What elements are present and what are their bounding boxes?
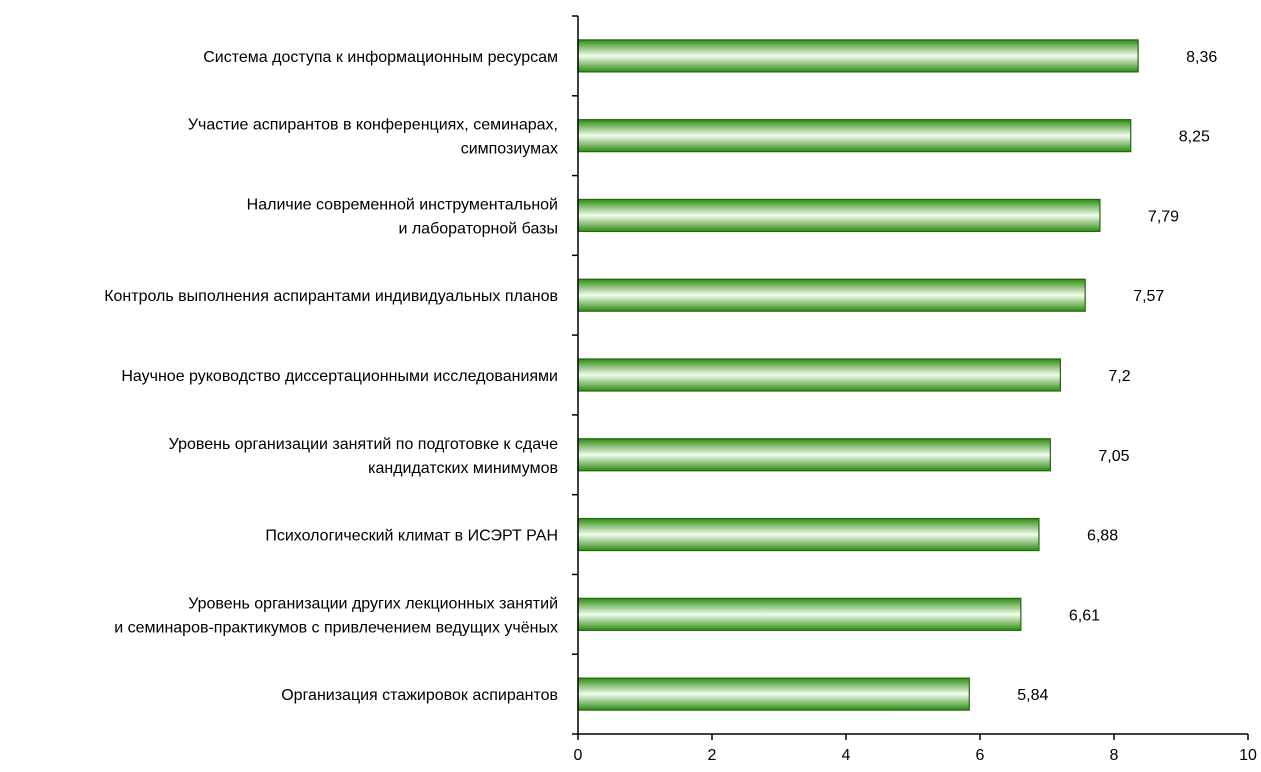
value-label-3: 7,79 [1148,208,1179,225]
category-label-line: Научное руководство диссертационными исс… [121,368,558,385]
bar-5 [577,358,1061,392]
category-label-line: и лабораторной базы [398,220,558,237]
category-label-line: Психологический климат в ИСЭРТ РАН [265,528,558,545]
category-label-line: симпозиумах [461,141,558,158]
bar-2 [577,119,1132,153]
category-label-line: Наличие современной инструментальной [247,196,558,213]
bar-1 [577,39,1139,73]
category-label-4: Контроль выполнения аспирантами индивиду… [104,288,558,305]
bar-8 [577,597,1022,631]
category-label-line: Контроль выполнения аспирантами индивиду… [104,288,558,305]
x-tick-label: 0 [574,747,583,764]
x-tick-label: 4 [842,747,851,764]
category-label-line: Организация стажировок аспирантов [281,687,558,704]
category-label-1: Система доступа к информационным ресурса… [203,49,558,66]
x-tick-label: 2 [708,747,717,764]
value-label-9: 5,84 [1017,687,1048,704]
value-label-6: 7,05 [1098,448,1129,465]
bar-7 [577,517,1040,552]
value-label-2: 8,25 [1179,129,1210,146]
x-tick-label: 8 [1110,747,1119,764]
value-label-5: 7,2 [1108,368,1130,385]
value-label-8: 6,61 [1069,607,1100,624]
category-label-line: и семинаров-практикумов с привлечением в… [114,619,558,636]
x-tick-label: 10 [1239,747,1257,764]
category-label-2: Участие аспирантов в конференциях, семин… [188,117,558,158]
category-label-line: Участие аспирантов в конференциях, семин… [188,117,558,134]
bar-4 [577,278,1086,312]
category-label-9: Организация стажировок аспирантов [281,687,558,704]
category-label-line: Система доступа к информационным ресурса… [203,49,558,66]
category-label-line: Уровень организации занятий по подготовк… [169,436,558,453]
bar-6 [577,438,1051,472]
value-labels-group: 8,36 8,25 7,79 7,57 7,2 7,05 6,88 6,61 5,84 [1017,49,1217,704]
axes-group: 0 2 4 6 8 10 [572,15,1257,764]
category-label-5: Научное руководство диссертационными исс… [121,368,558,385]
category-label-line: кандидатских минимумов [368,460,558,477]
bar-3 [577,198,1101,233]
category-label-3: Наличие современной инструментальной и ла… [247,196,558,237]
category-label-7: Психологический климат в ИСЭРТ РАН [265,528,558,545]
bars-group [577,39,1139,711]
category-label-8: Уровень организации других лекционных за… [114,595,558,636]
category-label-line: Уровень организации других лекционных за… [188,595,558,612]
x-tick-label: 6 [976,747,985,764]
value-label-4: 7,57 [1133,288,1164,305]
bar-9 [577,677,970,711]
category-labels-group: Система доступа к информационным ресурса… [104,49,558,704]
category-label-6: Уровень организации занятий по подготовк… [169,436,558,477]
value-label-7: 6,88 [1087,528,1118,545]
value-label-1: 8,36 [1186,49,1217,66]
